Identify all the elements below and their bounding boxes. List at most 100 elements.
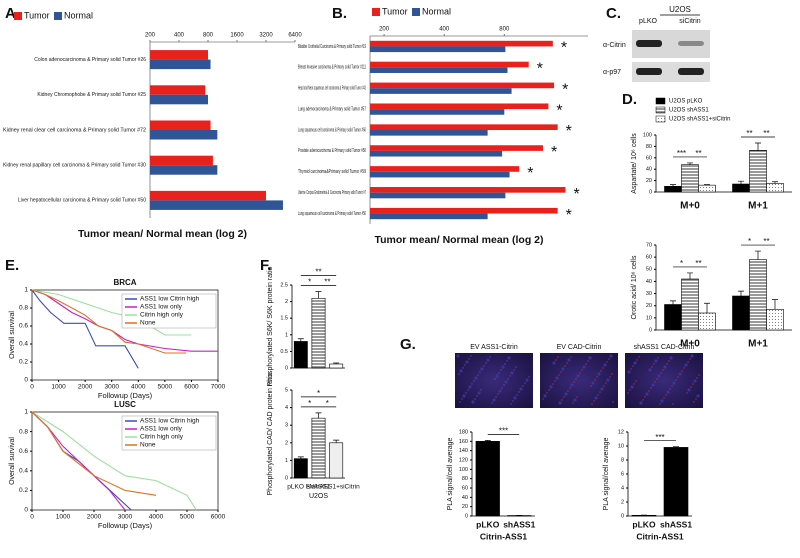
- micrograph-spot: [560, 371, 562, 373]
- category-label: Kidney renal clear cell carcinoma & Prim…: [3, 127, 146, 133]
- micrograph-spot: [528, 376, 530, 378]
- micrograph-spot: [677, 376, 679, 378]
- x-tick-label: 800: [203, 33, 214, 39]
- bar: [370, 88, 512, 94]
- antibody-label: α-Citrin: [603, 42, 626, 49]
- micrograph-spot: [555, 376, 559, 380]
- bar: [681, 164, 699, 193]
- y-tick-label: 2: [285, 299, 288, 305]
- legend-label: ASS1 low only: [140, 304, 183, 311]
- micrograph-spot: [696, 377, 698, 379]
- micrograph-spot: [600, 387, 604, 391]
- bar: [370, 187, 566, 193]
- micrograph-spot: [689, 358, 691, 360]
- legend-label: ASS1 low Citrin high: [140, 296, 200, 303]
- bar: [370, 67, 508, 73]
- category-label: Thyroid carcinoma&Primary solid Tumor #5…: [298, 169, 366, 175]
- y-tick-label: 40: [646, 279, 652, 285]
- micrograph-spot: [503, 384, 505, 386]
- y-tick-label: 80: [646, 144, 652, 150]
- micrograph-spot: [627, 370, 631, 374]
- x-tick-label: 1000: [51, 384, 66, 391]
- micrograph-spot: [648, 390, 650, 392]
- y-tick-label: 140: [459, 448, 468, 454]
- micrograph-spot: [510, 403, 512, 405]
- legend-label: ASS1 low only: [140, 426, 183, 433]
- micrograph-spot: [636, 359, 638, 361]
- y-tick-label: 20: [646, 303, 652, 309]
- micrograph-spot: [600, 370, 602, 372]
- panel-label: D.: [622, 91, 637, 108]
- micrograph-spot: [666, 390, 670, 394]
- x-tick-label: 4000: [149, 514, 164, 521]
- survival-line: [31, 411, 157, 496]
- micrograph-spot: [468, 385, 472, 389]
- x-tick-label: 0: [30, 384, 34, 391]
- x-tick-label: 6400: [288, 33, 302, 39]
- x-axis-title: Tumor mean/ Normal mean (log 2): [78, 228, 247, 240]
- micrograph-spot: [602, 367, 604, 369]
- micrograph-spot: [479, 371, 481, 373]
- bar: [370, 109, 505, 115]
- legend-label: Tumor: [382, 6, 408, 16]
- chart-title: LUSC: [114, 400, 136, 409]
- y-tick-label: 60: [462, 485, 468, 491]
- y-tick-label: 12: [618, 429, 624, 435]
- y-tick-label: 40: [462, 495, 468, 501]
- bar: [370, 124, 558, 130]
- significance: *: [537, 61, 543, 78]
- micrograph-spot: [635, 380, 637, 382]
- micrograph-spot: [683, 367, 685, 369]
- micrograph-spot: [486, 358, 490, 362]
- micrograph-spot: [504, 380, 508, 384]
- y-tick-label: 30: [646, 291, 652, 297]
- legend-label: U2OS pLKO: [669, 99, 703, 105]
- y-axis-title: PLA signal/cell average: [603, 438, 610, 511]
- micrograph-spot: [593, 400, 595, 402]
- micrograph-spot: [477, 391, 481, 395]
- x-axis-title: Tumor mean/ Normal mean (log 2): [375, 234, 544, 246]
- micrograph-spot: [654, 381, 656, 383]
- error-bar: [704, 302, 710, 313]
- x-tick-label: M+0: [680, 339, 700, 350]
- bar: [766, 183, 784, 193]
- x-axis-title: U2OS: [309, 493, 328, 500]
- x-tick-label: pLKO: [476, 519, 500, 529]
- category-label: Colon adenocarcinoma & Primary solid Tum…: [34, 57, 146, 63]
- micrograph-spot: [507, 356, 511, 360]
- y-tick-label: 0.5: [280, 349, 288, 355]
- bar: [766, 309, 784, 331]
- micrograph-spot: [671, 385, 673, 387]
- significance: **: [695, 259, 701, 268]
- micrograph-spot: [546, 392, 548, 394]
- micrograph-spot: [459, 369, 463, 373]
- significance: *: [566, 123, 572, 140]
- micrograph-spot: [549, 385, 553, 389]
- micrograph-spot: [627, 392, 629, 394]
- legend-label: ASS1 low Citrin high: [140, 418, 200, 425]
- micrograph-spot: [686, 392, 688, 394]
- bar: [150, 165, 218, 175]
- micrograph-spot: [492, 398, 496, 402]
- significance: *: [308, 399, 311, 408]
- micrograph-spot: [588, 356, 592, 360]
- bar: [370, 171, 510, 178]
- bar: [293, 458, 308, 479]
- error-bar: [333, 362, 340, 365]
- micrograph-spot: [525, 378, 529, 382]
- category-label: Lung squamous cell carcinoma & Primary s…: [298, 127, 366, 133]
- x-axis-title: Followup (Days): [98, 391, 153, 400]
- significance: *: [561, 40, 567, 57]
- significance: *: [551, 144, 557, 161]
- legend-label: Normal: [64, 10, 93, 20]
- micrograph-spot: [506, 360, 508, 362]
- y-tick-label: 40: [646, 167, 652, 173]
- bar: [663, 447, 689, 517]
- significance: **: [746, 129, 752, 138]
- x-tick-label: 4000: [131, 384, 146, 391]
- micrograph-spot: [594, 396, 598, 400]
- micrograph-spot: [512, 400, 514, 402]
- y-tick-label: 180: [459, 429, 468, 435]
- y-tick-label: 60: [646, 255, 652, 261]
